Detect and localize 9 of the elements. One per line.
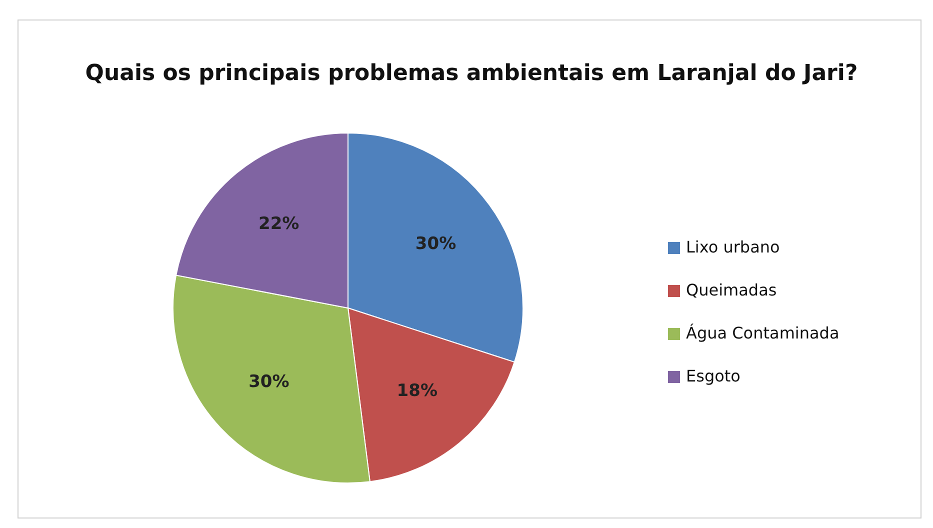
data-label: 18% bbox=[396, 381, 438, 402]
legend-label: Água Contaminada bbox=[686, 323, 840, 342]
data-label: 22% bbox=[258, 214, 300, 234]
legend-label: Queimadas bbox=[686, 280, 777, 300]
data-label: 30% bbox=[248, 372, 290, 392]
data-label: 30% bbox=[415, 234, 456, 254]
legend-label: Lixo urbano bbox=[686, 237, 780, 256]
chart-title: Quais os principais problemas ambientais em Laranjal do Jari? bbox=[85, 61, 858, 86]
legend-label: Esgoto bbox=[686, 366, 740, 386]
